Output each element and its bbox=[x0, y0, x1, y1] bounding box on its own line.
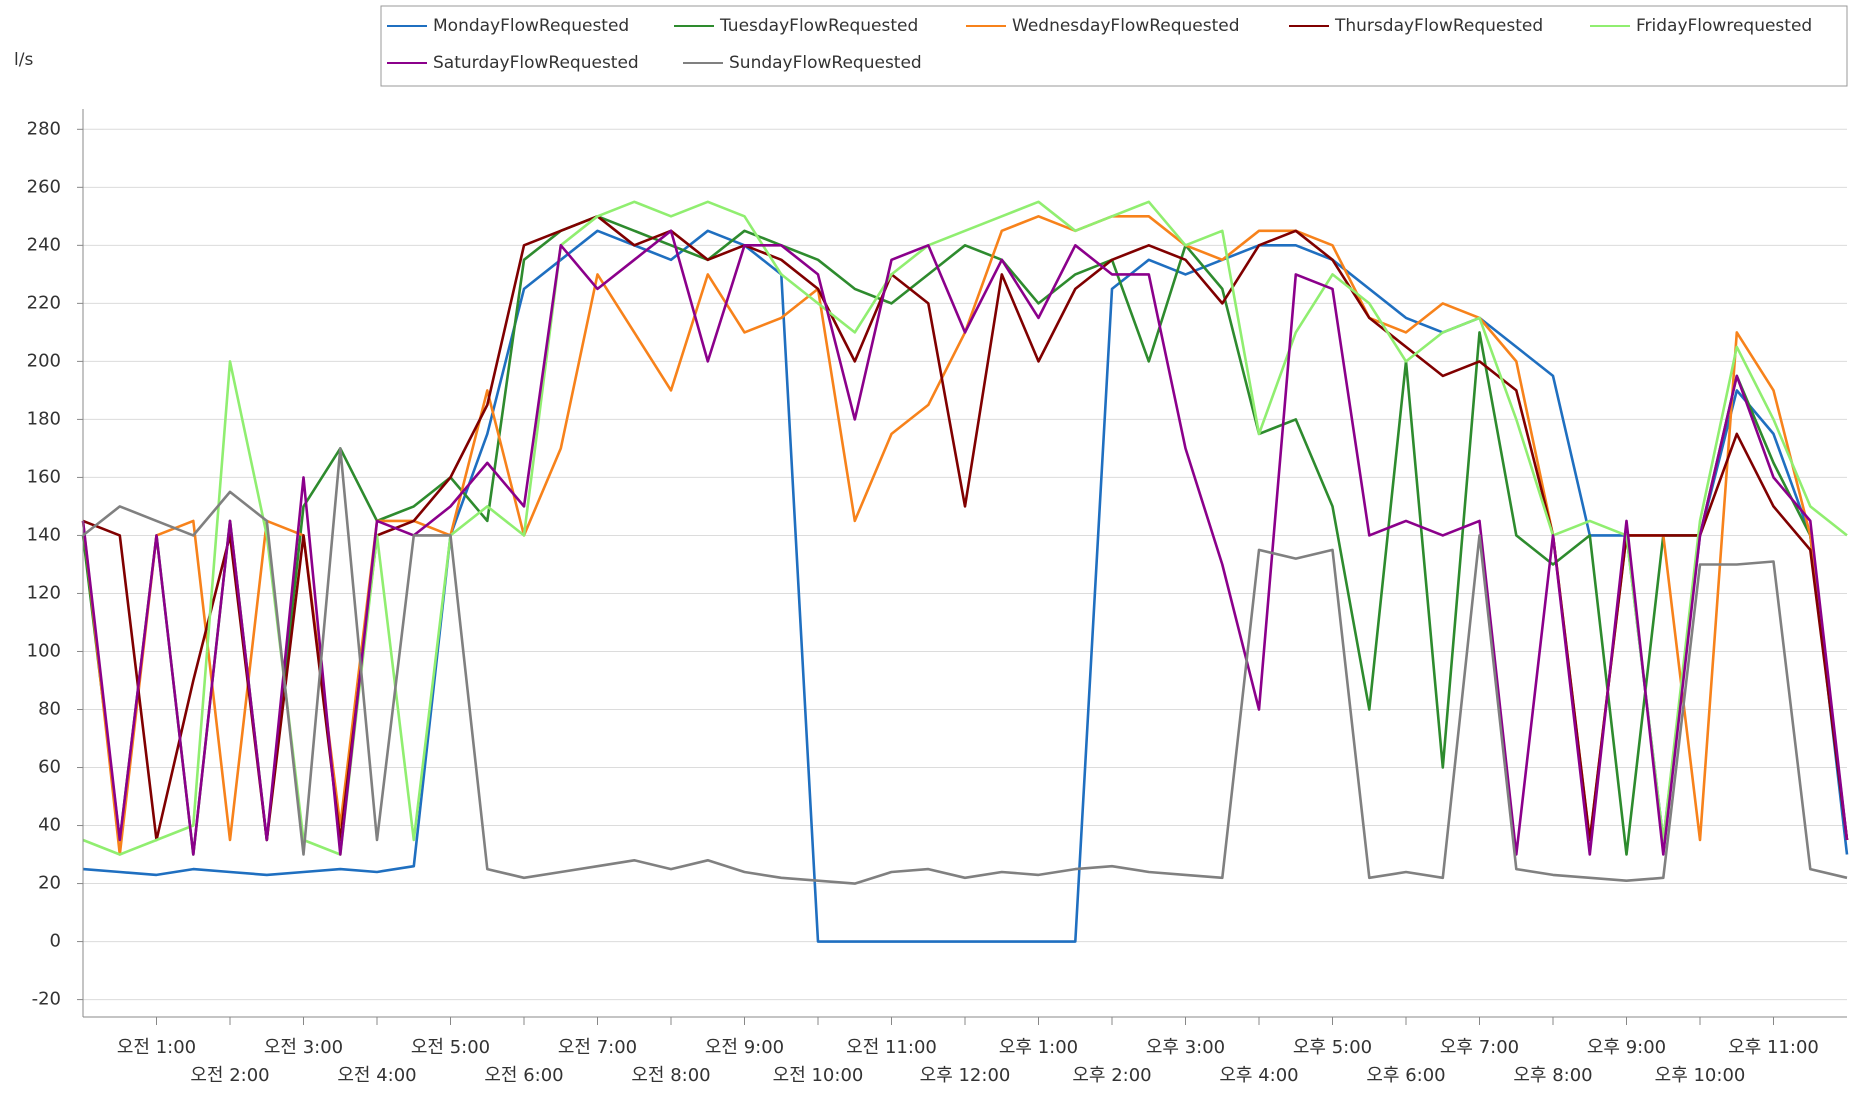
x-tick-label: 오전 10:00 bbox=[773, 1065, 864, 1086]
x-tick-label: 오후 10:00 bbox=[1655, 1065, 1746, 1086]
y-tick-label: 260 bbox=[27, 176, 61, 197]
y-tick-label: 280 bbox=[27, 118, 61, 139]
series-line bbox=[82, 447, 1848, 885]
y-tick-label: 220 bbox=[27, 292, 61, 313]
y-tick-label: 240 bbox=[27, 234, 61, 255]
legend-label: FridayFlowrequested bbox=[1636, 16, 1812, 36]
x-tick-label: 오후 12:00 bbox=[920, 1065, 1011, 1086]
x-tick-label: 오후 3:00 bbox=[1146, 1037, 1225, 1058]
x-tick-label: 오후 11:00 bbox=[1728, 1037, 1819, 1058]
x-tick-label: 오후 4:00 bbox=[1219, 1065, 1298, 1086]
x-tick-label: 오전 5:00 bbox=[411, 1037, 490, 1058]
x-tick-label: 오전 2:00 bbox=[190, 1065, 269, 1086]
legend-label: TuesdayFlowRequested bbox=[719, 16, 918, 36]
legend-label: MondayFlowRequested bbox=[433, 16, 629, 36]
x-tick-label: 오전 11:00 bbox=[846, 1037, 937, 1058]
y-tick-label: 40 bbox=[38, 815, 61, 836]
y-tick-label: 20 bbox=[38, 873, 61, 894]
legend: MondayFlowRequested TuesdayFlowRequested W… bbox=[387, 16, 1812, 73]
y-tick-label: 180 bbox=[27, 408, 61, 429]
axes: -20 0 20 40 60 80 100 120 140 160 180 200 220 240 260 2… bbox=[27, 109, 1847, 1086]
legend-label: ThursdayFlowRequested bbox=[1334, 16, 1543, 36]
x-tick-label: 오후 5:00 bbox=[1293, 1037, 1372, 1058]
y-tick-label: 0 bbox=[50, 931, 61, 952]
x-tick-label: 오후 1:00 bbox=[999, 1037, 1078, 1058]
y-tick-label: 100 bbox=[27, 640, 61, 661]
grid bbox=[83, 128, 1847, 1001]
lines bbox=[81, 200, 1849, 943]
x-tick-label: 오후 9:00 bbox=[1587, 1037, 1666, 1058]
x-tick-label: 오전 3:00 bbox=[264, 1037, 343, 1058]
y-tick-label: 120 bbox=[27, 582, 61, 603]
x-tick-label: 오전 1:00 bbox=[117, 1037, 196, 1058]
series-line bbox=[82, 229, 1849, 943]
y-tick-label: 160 bbox=[27, 466, 61, 487]
legend-label: WednesdayFlowRequested bbox=[1012, 16, 1240, 36]
x-tick-label: 오후 2:00 bbox=[1072, 1065, 1151, 1086]
x-tick-label: 오후 7:00 bbox=[1440, 1037, 1519, 1058]
x-tick-label: 오전 8:00 bbox=[631, 1065, 710, 1086]
x-tick-label: 오후 6:00 bbox=[1366, 1065, 1445, 1086]
x-tick-label: 오후 8:00 bbox=[1513, 1065, 1592, 1086]
legend-box bbox=[380, 5, 1848, 87]
legend-label: SaturdayFlowRequested bbox=[433, 53, 639, 73]
series-line bbox=[81, 229, 1849, 856]
x-tick-label: 오전 4:00 bbox=[337, 1065, 416, 1086]
y-tick-label: -20 bbox=[32, 989, 61, 1010]
y-tick-label: 200 bbox=[27, 350, 61, 371]
legend-label: SundayFlowRequested bbox=[729, 53, 922, 73]
x-tick-label: 오전 7:00 bbox=[558, 1037, 637, 1058]
y-tick-label: 80 bbox=[38, 698, 61, 719]
y-axis-label: l/s bbox=[14, 50, 33, 70]
x-tick-label: 오전 9:00 bbox=[705, 1037, 784, 1058]
x-tick-label: 오전 6:00 bbox=[484, 1065, 563, 1086]
y-tick-label: 140 bbox=[27, 524, 61, 545]
y-tick-label: 60 bbox=[38, 757, 61, 778]
